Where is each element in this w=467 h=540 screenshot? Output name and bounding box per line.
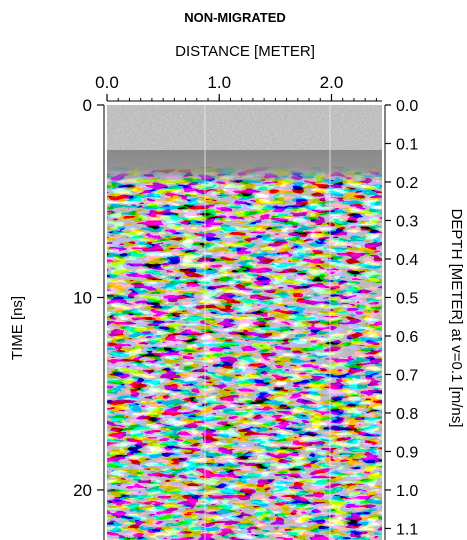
y2-tick-label: 0.1	[396, 136, 418, 153]
y2-axis-ticks: 0.0 0.1 0.2 0.3 0.4 0.5 0.6 0.7 0.8 0.9 1.0 1.1	[385, 98, 418, 538]
y2-tick-label: 1.1	[396, 521, 418, 538]
y-axis-ticks: 0 10 20	[73, 96, 104, 500]
y-tick-label: 10	[73, 288, 92, 307]
y-tick-label: 0	[83, 96, 92, 115]
y2-axis-label: DEPTH [METER] at v=0.1 [m/ns]	[448, 209, 465, 428]
y2-tick-label: 0.6	[396, 329, 418, 346]
x-tick-label: 2.0	[320, 73, 344, 92]
y-axis-label: TIME [ns]	[9, 296, 26, 360]
y2-tick-label: 0.5	[396, 290, 418, 307]
chart-title: NON-MIGRATED	[184, 10, 286, 25]
x-tick-label: 1.0	[207, 73, 231, 92]
y2-tick-label: 1.0	[396, 483, 418, 500]
y2-tick-label: 0.8	[396, 406, 418, 423]
x-axis-ticks: 0.0 1.0 2.0	[95, 73, 343, 101]
y2-tick-label: 0.2	[396, 175, 418, 192]
x-tick-label: 0.0	[95, 73, 119, 92]
y-tick-label: 20	[73, 481, 92, 500]
y2-tick-label: 0.7	[396, 367, 418, 384]
radargram-image	[107, 105, 382, 540]
x-axis-label: DISTANCE [METER]	[175, 43, 315, 60]
y2-tick-label: 0.3	[396, 213, 418, 230]
y2-tick-label: 0.4	[396, 252, 418, 269]
y2-tick-label: 0.0	[396, 98, 418, 115]
y2-tick-label: 0.9	[396, 444, 418, 461]
